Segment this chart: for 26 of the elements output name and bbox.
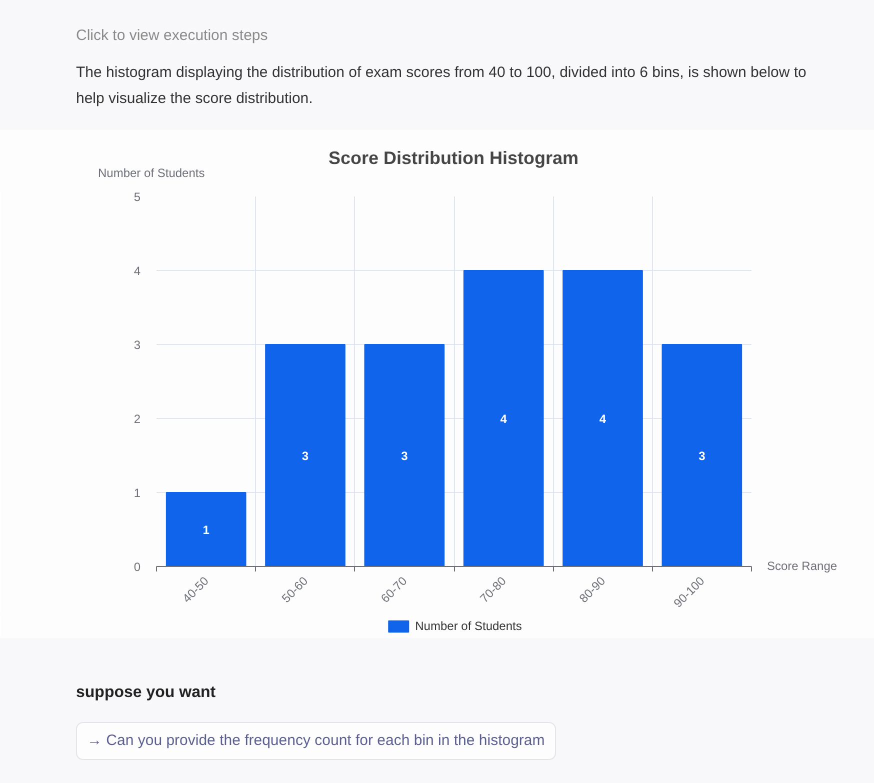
y-axis-title: Number of Students — [98, 166, 205, 180]
data-label: 4 — [599, 412, 606, 426]
chart-title: Score Distribution Histogram — [328, 148, 579, 168]
data-label: 3 — [302, 449, 309, 463]
bar — [265, 344, 346, 566]
data-label: 3 — [401, 449, 408, 463]
bar — [662, 344, 742, 566]
y-tick-label: 2 — [134, 412, 141, 426]
y-tick-label: 3 — [134, 338, 141, 352]
bar — [166, 492, 246, 566]
legend-label: Number of Students — [415, 619, 522, 633]
data-label: 1 — [202, 523, 210, 537]
bar — [562, 270, 643, 566]
y-tick-label: 0 — [134, 560, 141, 574]
y-tick-label: 5 — [134, 190, 141, 204]
bar — [463, 270, 544, 566]
x-axis-title: Score Range — [766, 558, 838, 573]
bar — [364, 344, 445, 566]
text: → Can you provide the frequency count for each bin in the histogram — [76, 722, 556, 760]
y-tick-label: 1 — [134, 486, 141, 500]
data-label: 3 — [698, 449, 706, 463]
y-tick-label: 4 — [134, 264, 141, 278]
data-label: 4 — [500, 412, 508, 426]
text: suppose you want — [76, 683, 217, 703]
text: Click to view execution steps — [76, 26, 269, 46]
text: The histogram displaying the distribution of exam scores from 40 to 100, divided into 6 bins, is shown below to help visualize the score distribution. — [76, 63, 808, 109]
